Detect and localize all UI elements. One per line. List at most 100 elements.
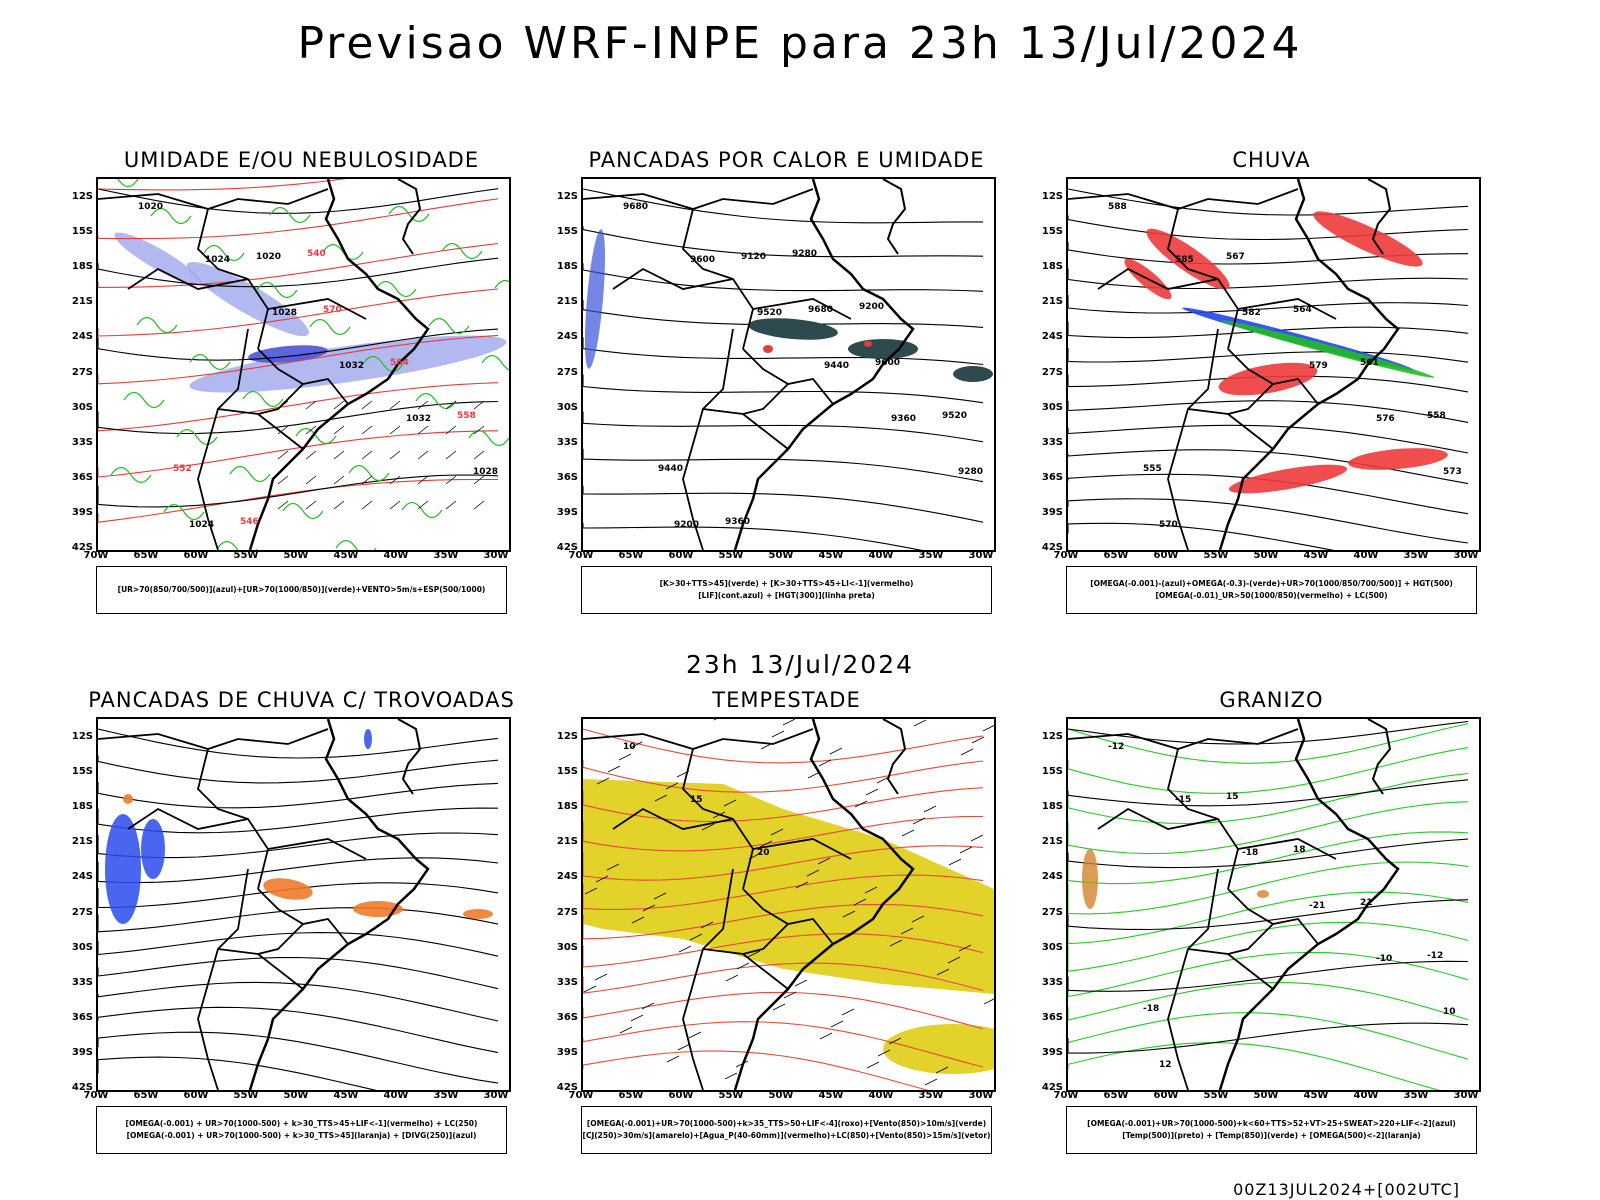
lat-tick-label: 27S <box>1041 366 1063 378</box>
streamline <box>1068 951 1469 998</box>
wind-vector <box>876 776 890 784</box>
lat-tick-label: 24S <box>1041 331 1063 343</box>
wind-vector <box>960 748 974 756</box>
streamline <box>1068 838 1469 869</box>
contour-label: 570 <box>1159 520 1178 530</box>
map-canvas-tempestade: 10 15 20 <box>583 719 994 1090</box>
country-border <box>702 408 789 450</box>
streamline <box>1068 1012 1469 1060</box>
country-border <box>1167 208 1239 350</box>
country-border <box>583 728 814 750</box>
green-contour <box>150 207 192 225</box>
streamline <box>1068 772 1469 825</box>
streamline <box>1068 348 1469 363</box>
wind-vector <box>445 400 457 410</box>
wind-vector <box>866 1061 880 1069</box>
lat-tick-label: 24S <box>71 331 93 343</box>
lon-tick-label: 70W <box>1053 550 1079 561</box>
streamline <box>1068 982 1469 1021</box>
lat-tick-label: 18S <box>1041 261 1063 273</box>
wind-vector <box>607 765 621 773</box>
green-contour <box>481 354 509 371</box>
lat-tick-label: 15S <box>71 226 93 238</box>
lon-tick-label: 35W <box>918 550 944 561</box>
contour-label: -12 <box>1427 951 1443 961</box>
lon-tick-label: 45W <box>333 550 359 561</box>
streamline <box>583 263 984 292</box>
country-border <box>583 188 814 210</box>
coastline <box>882 179 907 255</box>
green-contour <box>98 179 139 188</box>
contour-label: 10 <box>1443 1007 1456 1017</box>
contour-label: 1032 <box>406 414 431 424</box>
wind-vector <box>865 788 879 796</box>
lon-tick-label: 60W <box>183 1090 209 1101</box>
shaded-region <box>1221 320 1435 378</box>
wind-vector <box>417 450 429 460</box>
map-umidade: 1020 1024 1028 1032 1032 1028 1024 1020 570 564 55… <box>96 177 511 552</box>
streamline <box>1068 522 1335 550</box>
lon-tick-label: 60W <box>183 550 209 561</box>
contour-label: 564 <box>1293 305 1312 315</box>
legend-line: [CJ(250)>30m/s](amarelo)+[Agua_P(40-60mm… <box>582 1131 991 1140</box>
country-border <box>267 298 367 320</box>
streamline <box>98 907 499 933</box>
country-border <box>127 807 249 830</box>
green-contour <box>229 465 271 483</box>
lat-tick-label: 30S <box>556 401 578 413</box>
country-border <box>127 267 249 290</box>
wind-vector <box>747 950 761 958</box>
wind-vector <box>389 475 401 485</box>
country-border <box>1068 188 1299 210</box>
lat-tick-label: 12S <box>71 731 93 742</box>
map-pancadas-calor: 9680 9600 9520 9440 9360 9280 9200 9120 9680 9600… <box>581 177 996 552</box>
lat-tick-label: 12S <box>556 191 578 202</box>
contour-label: 9600 <box>875 358 900 368</box>
lon-tick-label: 30W <box>483 1090 509 1101</box>
wind-vector <box>641 1002 655 1010</box>
green-contour <box>494 279 509 289</box>
lat-tick-label: 33S <box>1041 976 1063 988</box>
contour-label: 9360 <box>891 414 916 424</box>
lon-tick-label: 55W <box>1203 1090 1229 1101</box>
shaded-region <box>1228 464 1348 494</box>
lon-tick-label: 55W <box>718 550 744 561</box>
country-border <box>1167 868 1219 1090</box>
field-layer-pancadas-trovoadas <box>98 728 499 1090</box>
wind-vector <box>445 500 457 510</box>
contour-label: 9680 <box>623 202 648 212</box>
wind-vector <box>277 425 289 435</box>
footer-run-info: 00Z13JUL2024+[002UTC] <box>1233 1180 1460 1199</box>
lon-tick-label: 40W <box>868 550 894 561</box>
field-layer-granizo <box>1068 720 1469 1090</box>
legend-pancadas-trovoadas: [OMEGA(-0.001) + UR>70(1000-500) + k>30_… <box>96 1106 507 1154</box>
wind-vector <box>361 400 373 410</box>
streamline <box>583 874 984 910</box>
green-contour <box>335 539 377 550</box>
contour-label: 573 <box>1443 467 1462 477</box>
lat-tick-label: 42S <box>1041 1082 1063 1093</box>
coastline <box>1367 719 1392 795</box>
wind-vector <box>877 1049 891 1057</box>
lat-tick-label: 36S <box>556 1011 578 1023</box>
country-border <box>1097 267 1219 290</box>
lat-tick-label: 18S <box>1041 801 1063 813</box>
streamline <box>98 728 499 759</box>
coastline <box>882 719 907 795</box>
streamline <box>583 815 984 852</box>
country-border <box>1167 328 1219 550</box>
wind-vector <box>630 1014 644 1022</box>
streamline <box>98 188 499 214</box>
streamline <box>583 337 984 366</box>
wind-vector <box>629 741 643 749</box>
lat-tick-label: 39S <box>556 506 578 518</box>
streamline <box>1068 295 1469 314</box>
coastline <box>733 179 915 550</box>
contour-label: -18 <box>1242 848 1258 858</box>
streamline <box>583 1021 984 1068</box>
green-contour <box>163 503 205 521</box>
coastline <box>1367 179 1392 255</box>
country-border <box>197 328 249 550</box>
legend-pancadas-calor: [K>30+TTS>45](verde) + [K>30+TTS>45+LI<-… <box>581 566 992 614</box>
lat-tick-label: 18S <box>556 261 578 273</box>
